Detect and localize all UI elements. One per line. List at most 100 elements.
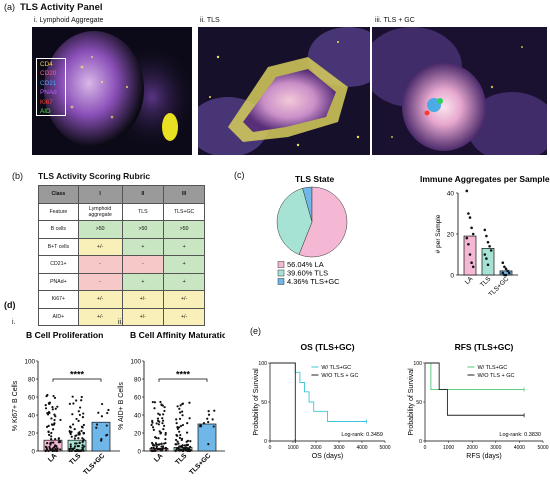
d-point (82, 449, 85, 452)
d-ytick-label: 60 (134, 395, 142, 402)
d-point (50, 438, 53, 441)
pie-chart (276, 186, 348, 258)
rubric-row: CD21+ - - + (38, 255, 205, 274)
rubric-cell: AID+ (38, 307, 79, 326)
bar-ytick-label: 0 (450, 273, 454, 280)
d-point (179, 411, 182, 414)
d-point (177, 442, 180, 445)
d-point (73, 446, 76, 450)
d-point (162, 447, 165, 450)
legend-aid: AID (40, 108, 51, 116)
bar-point (501, 261, 505, 264)
d-point (77, 419, 80, 423)
km-xlabel: OS (days) (312, 453, 344, 460)
d-ytick-label: 20 (134, 431, 142, 438)
d-point (157, 423, 160, 426)
km-curve-without (270, 362, 296, 441)
legend-cd21: CD21 (40, 79, 57, 87)
legend-cd20: CD20 (40, 70, 57, 78)
d-point (82, 412, 85, 415)
rubric-cell: +/- (121, 290, 165, 309)
d-point (53, 449, 56, 452)
d-point (105, 424, 108, 427)
rubric-cell: + (163, 255, 205, 274)
d-point (163, 442, 166, 445)
panel-d-ii-label: ii. (118, 319, 124, 326)
bar-point (467, 242, 470, 246)
km-xtick-label: 5000 (537, 445, 548, 451)
d-point (160, 442, 163, 445)
d-point (184, 448, 188, 451)
bar-point (468, 253, 472, 256)
micrograph-tls-gc (372, 27, 547, 155)
d-point (53, 413, 56, 416)
km-ytick-label: 100 (413, 361, 422, 367)
d-point (177, 449, 180, 452)
d-point (55, 449, 58, 453)
km-xtick-label: 1000 (287, 445, 298, 451)
rubric-cell: TLS+GC (163, 202, 205, 221)
d-point (155, 422, 158, 425)
d-point (180, 444, 183, 448)
d-point (162, 428, 165, 431)
significance-stars: **** (176, 370, 191, 380)
d-point (54, 447, 57, 451)
d-ylabel: % Ki67+ B Cells (12, 380, 19, 431)
bar-point (467, 212, 470, 215)
d-category-label: LA (153, 452, 164, 463)
km-ytick-label: 0 (264, 439, 267, 445)
d-point (162, 413, 165, 416)
d-point (52, 394, 55, 398)
d-point (76, 448, 79, 452)
km-xtick-label: 0 (269, 445, 272, 451)
d-point (159, 432, 162, 435)
bar-point (470, 261, 473, 264)
d-point (54, 407, 57, 410)
d-point (47, 430, 50, 434)
d-bar-tls-gc (197, 423, 217, 452)
rubric-row: Feature Lymphoid aggregate TLS TLS+GC (38, 202, 205, 221)
d-point (163, 409, 166, 413)
d-category-label: TLS+GC (82, 452, 106, 476)
rubric-header-row: Class I II III (38, 185, 205, 204)
d-point (51, 428, 55, 431)
rubric-cell: + (121, 237, 165, 256)
d-point (71, 395, 74, 398)
d-point (157, 437, 160, 440)
rubric-header-iii: III (163, 185, 205, 204)
panel-c-letter: (c) (234, 170, 245, 180)
d-point (54, 437, 57, 441)
rubric-cell: TLS (121, 202, 165, 221)
d-point (46, 442, 49, 445)
rubric-cell: + (121, 272, 165, 291)
legend-pnad: PNAd (40, 89, 57, 97)
d-point (159, 400, 162, 404)
km-curve-with (270, 362, 367, 422)
km-xtick-label: 3000 (490, 445, 501, 451)
km-xtick-label: 4000 (356, 445, 367, 451)
rubric-cell: +/- (121, 307, 165, 326)
rubric-cell: Lymphoid aggregate (77, 202, 123, 221)
pie-legend-label: 39.60% TLS (287, 269, 328, 278)
d-point (155, 445, 158, 448)
rubric-cell: +/- (163, 307, 205, 326)
d-point (59, 448, 62, 451)
km-curve-without (425, 362, 525, 416)
bar-point (483, 228, 487, 232)
bar-point (465, 189, 469, 193)
d-point (157, 419, 160, 422)
d-point (44, 404, 47, 407)
d-point (181, 414, 184, 417)
panel-d-i-label: i. (12, 319, 16, 326)
d-point (207, 420, 210, 424)
d-point (77, 437, 80, 440)
d-point (160, 445, 163, 448)
d-point (83, 445, 86, 448)
d-point (176, 405, 179, 408)
d-point (176, 440, 179, 443)
d-point (164, 431, 167, 435)
rubric-row: B cells >50 >50 >50 (38, 220, 205, 239)
